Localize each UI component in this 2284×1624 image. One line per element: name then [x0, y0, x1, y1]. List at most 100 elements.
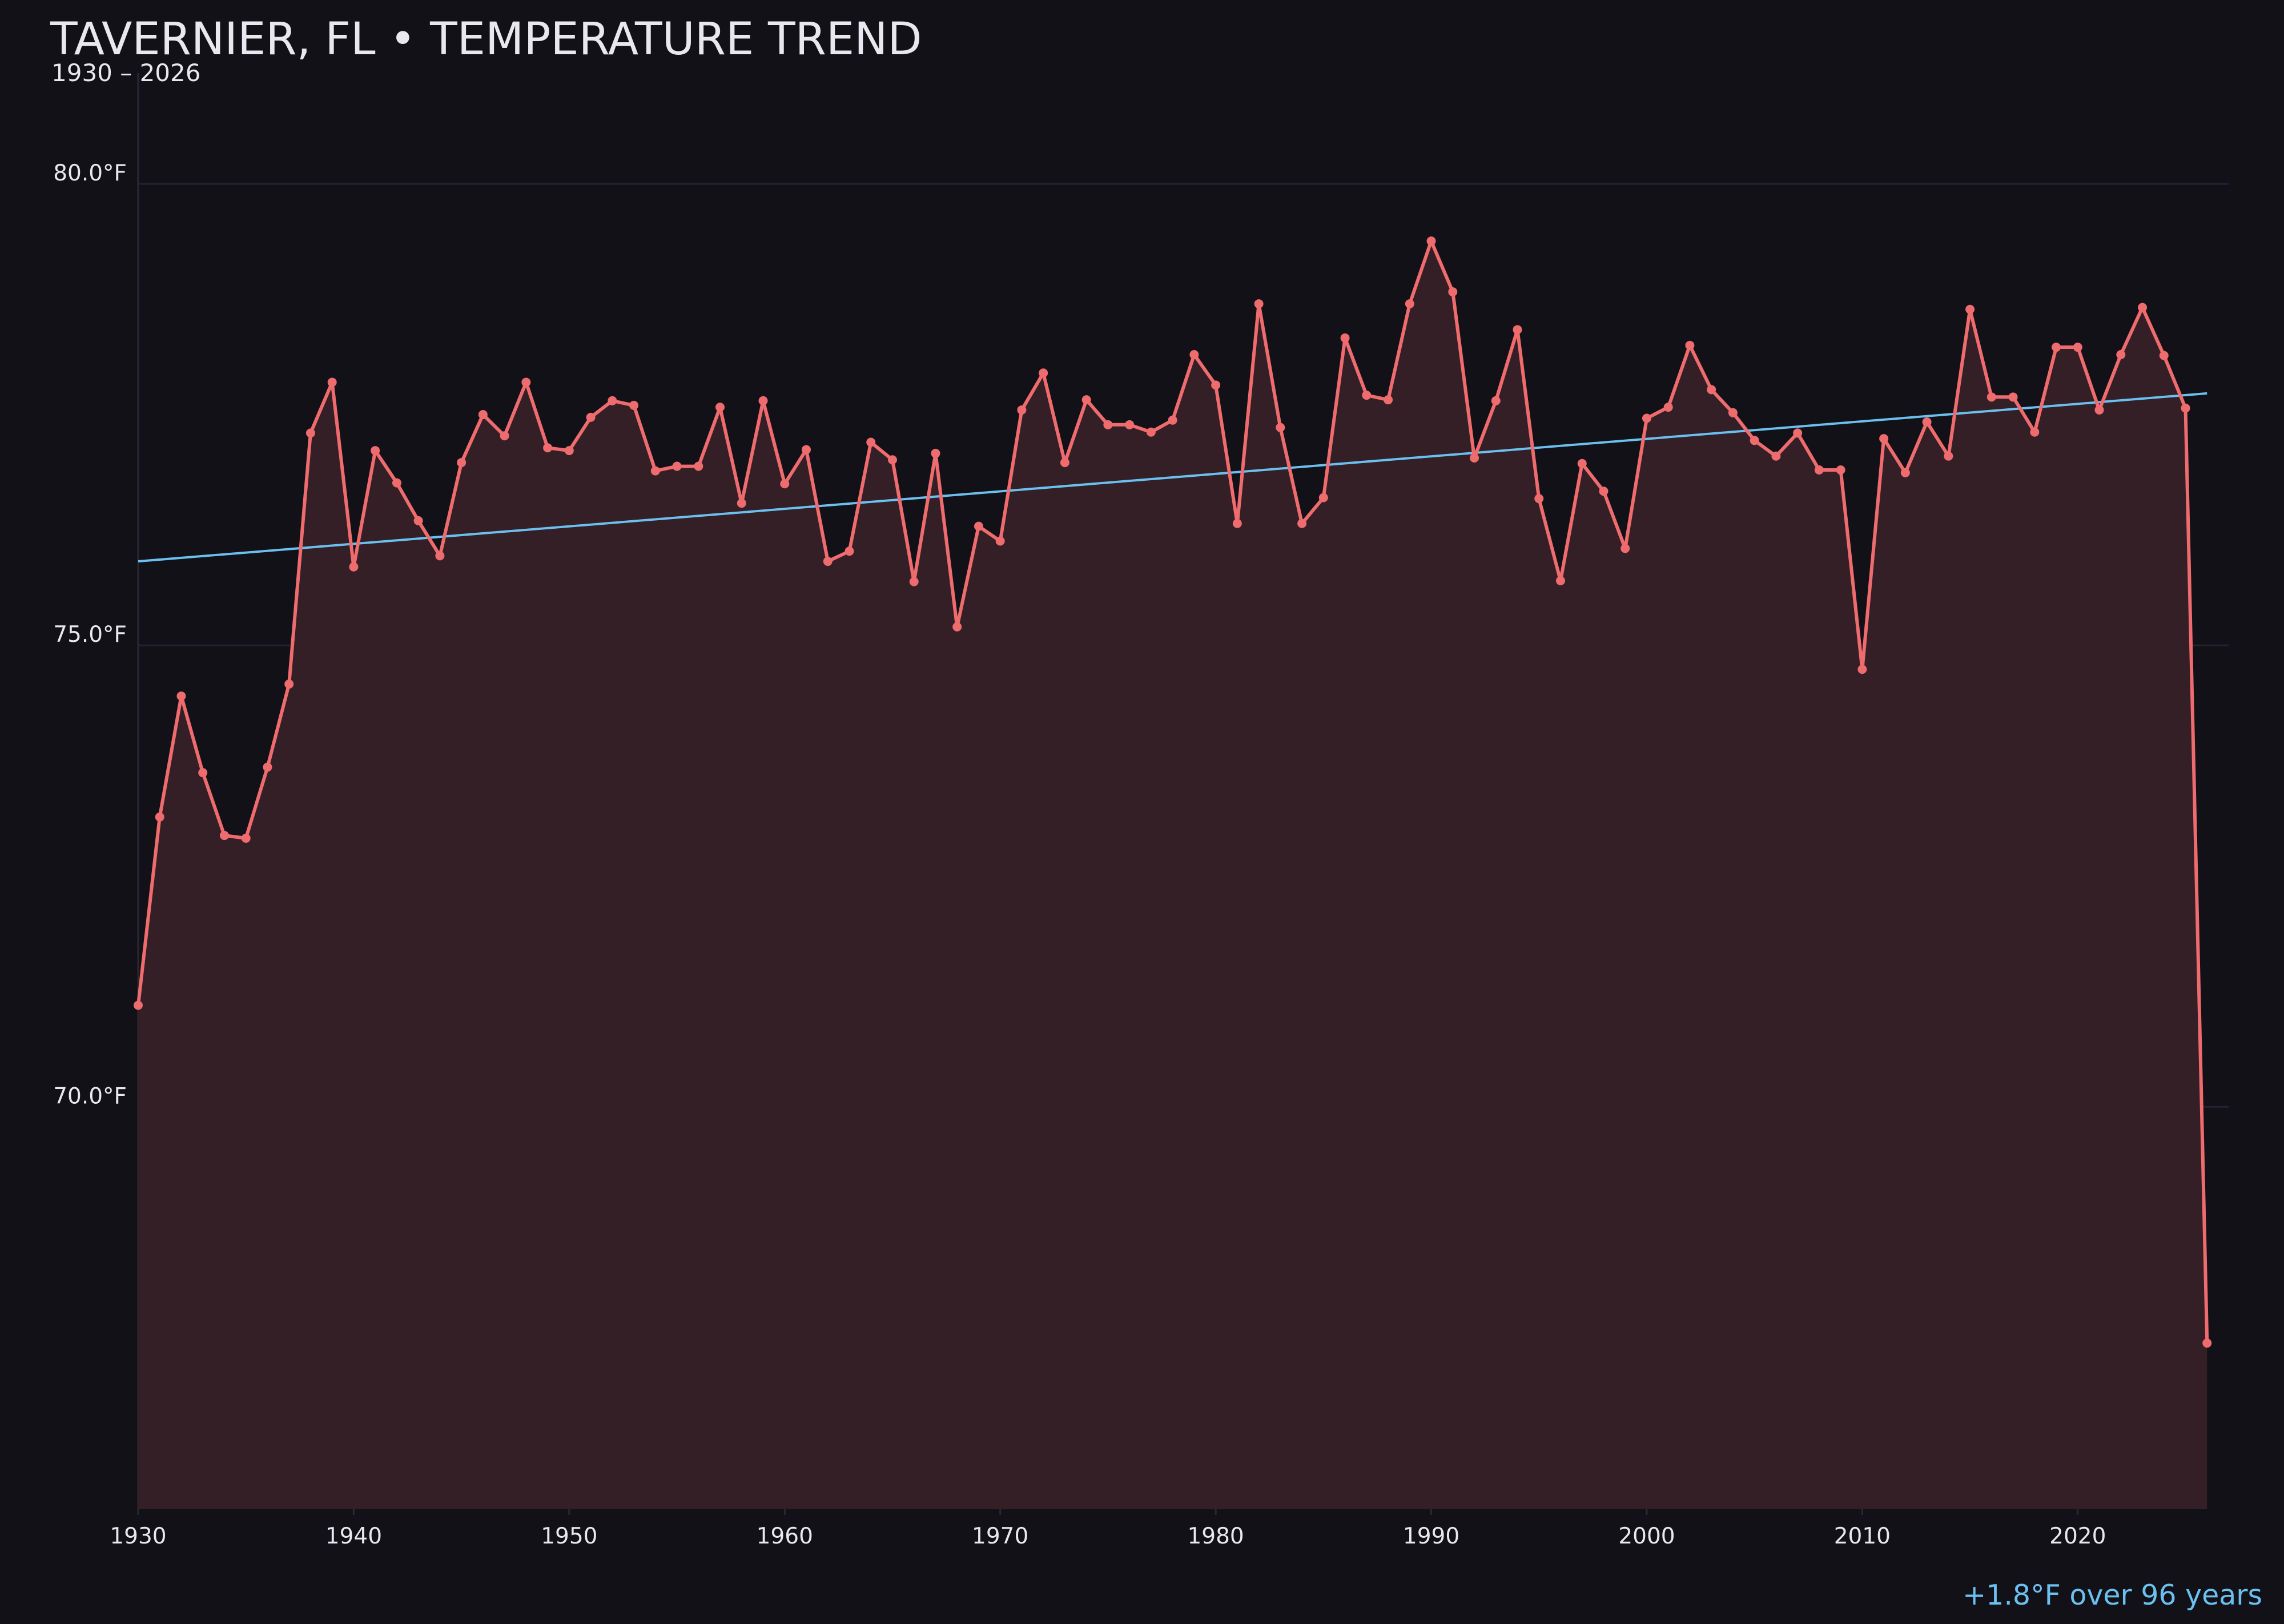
data-point [2202, 1338, 2212, 1348]
data-point [1254, 299, 1264, 309]
data-point [1232, 518, 1242, 528]
data-point [1728, 408, 1738, 417]
data-point [1965, 304, 1975, 314]
x-tick-label: 1970 [972, 1523, 1028, 1549]
data-point [1620, 544, 1630, 553]
x-tick-label: 1950 [541, 1523, 597, 1549]
data-point [758, 396, 768, 405]
data-point [2030, 427, 2040, 437]
data-point [1922, 417, 1932, 427]
data-point [1577, 459, 1587, 468]
x-tick-label: 2010 [1834, 1523, 1891, 1549]
data-point [1189, 349, 1199, 359]
data-point [284, 680, 294, 689]
data-point [263, 762, 272, 772]
data-point [974, 521, 983, 531]
data-point [1857, 665, 1867, 674]
data-point [543, 443, 553, 453]
x-tick-label: 1930 [110, 1523, 166, 1549]
data-point [1297, 518, 1307, 528]
data-point [1384, 395, 1393, 405]
annotation: +1.8°F over 96 years [1963, 1579, 2262, 1611]
chart-title: TAVERNIER, FL • TEMPERATURE TREND [50, 14, 922, 65]
data-point [845, 546, 854, 556]
data-point [1470, 453, 1479, 463]
data-point [672, 461, 682, 471]
data-point [176, 692, 186, 701]
data-point [219, 831, 229, 841]
data-point [802, 445, 811, 455]
data-point [650, 466, 660, 476]
data-point [2116, 349, 2126, 359]
data-point [457, 458, 467, 468]
data-point [198, 768, 208, 778]
data-point [1081, 395, 1091, 405]
data-point [715, 403, 725, 412]
data-point [1685, 340, 1695, 350]
y-tick-label: 80.0°F [53, 160, 127, 186]
data-point [737, 499, 746, 508]
data-point [780, 479, 790, 489]
data-point [931, 448, 940, 458]
data-point [823, 557, 833, 566]
data-point [1211, 380, 1221, 390]
data-point [586, 412, 596, 422]
y-tick-label: 70.0°F [53, 1083, 127, 1109]
data-point [909, 577, 919, 586]
data-point [134, 1000, 143, 1010]
data-point [2159, 351, 2169, 360]
data-point [392, 478, 401, 488]
data-point [995, 536, 1005, 546]
data-point [2181, 403, 2190, 413]
data-point [1987, 392, 1996, 402]
data-point [1491, 396, 1501, 405]
data-point [1426, 236, 1436, 246]
x-tick-label: 1940 [325, 1523, 382, 1549]
data-point [866, 437, 876, 447]
data-point [1146, 427, 1156, 437]
x-tick-label: 2000 [1618, 1523, 1675, 1549]
data-point [694, 461, 703, 471]
data-point [1405, 299, 1414, 309]
data-point [2073, 343, 2082, 352]
data-point [1793, 428, 1803, 438]
data-point [1707, 385, 1716, 395]
data-point [1039, 368, 1048, 378]
area [138, 241, 2207, 1510]
data-point [952, 622, 962, 632]
data-point [1276, 423, 1285, 432]
data-point [1836, 465, 1845, 475]
data-point [1642, 413, 1651, 423]
data-point [608, 396, 617, 405]
data-point [478, 410, 488, 420]
data-point [305, 428, 315, 438]
data-point [1340, 333, 1350, 343]
data-point [500, 431, 509, 441]
data-point [1168, 415, 1177, 425]
data-point [1513, 325, 1522, 335]
data-point [1771, 451, 1781, 461]
data-point [1555, 576, 1565, 585]
data-point [1103, 420, 1113, 429]
x-tick-label: 1990 [1403, 1523, 1459, 1549]
data-point [155, 812, 164, 822]
y-tick-label: 75.0°F [53, 622, 127, 648]
data-point [629, 400, 639, 410]
data-point [1318, 493, 1328, 503]
data-point [1814, 465, 1824, 475]
data-point [1125, 420, 1135, 429]
data-point [1017, 405, 1027, 415]
data-point [1750, 436, 1759, 445]
data-point [1448, 287, 1458, 297]
trend-line [138, 392, 2207, 563]
data-point [1060, 458, 1069, 468]
data-point [1534, 494, 1544, 504]
data-point [1944, 451, 1953, 461]
data-point [435, 551, 445, 561]
data-point [1599, 487, 1609, 496]
data-point [521, 377, 531, 387]
x-tick-label: 2020 [2049, 1523, 2106, 1549]
data-point [349, 562, 359, 572]
data-point [371, 446, 380, 456]
